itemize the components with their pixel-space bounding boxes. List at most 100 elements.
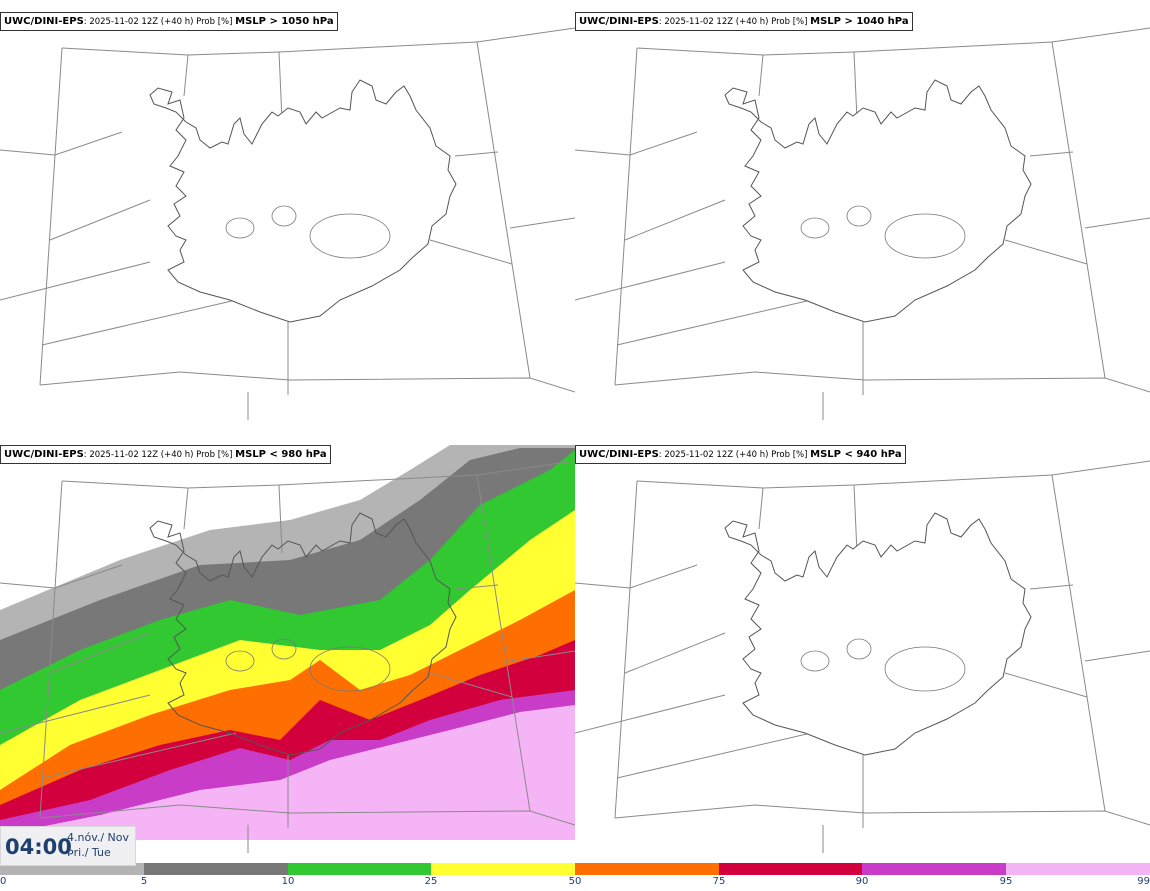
graticule-line-2 (183, 54, 189, 97)
graticule-line-11 (1084, 217, 1150, 229)
map-canvas (0, 445, 575, 853)
colorbar-segment-4 (431, 863, 575, 875)
glacier-outline-3 (884, 213, 966, 259)
graticule-line-8 (624, 199, 726, 241)
graticule-line-14 (614, 371, 1150, 393)
graticule-line-10 (1004, 672, 1088, 698)
glacier-outline-3 (309, 646, 391, 692)
graticule-line-12 (0, 261, 151, 301)
graticule-line-3 (278, 51, 283, 121)
graticule-line-13 (616, 732, 812, 779)
graticule-line-7 (0, 564, 123, 589)
map-panel-1: UWC/DINI-EPS: 2025-11-02 12Z (+40 h) Pro… (0, 0, 575, 420)
colorbar-tick-label: 99 (1137, 876, 1150, 887)
graticule-lines (575, 460, 1150, 853)
valid-weekday: Þri./ Tue (67, 846, 111, 859)
graticule-line-8 (49, 632, 151, 674)
graticule-line-11 (509, 217, 575, 229)
graticule-line-9 (454, 151, 499, 157)
colorbar-tick-label: 25 (424, 876, 438, 887)
colorbar-segment-3 (288, 863, 431, 875)
threshold-label: MSLP < 980 hPa (235, 449, 327, 460)
graticule-line-10 (1004, 239, 1088, 265)
graticule-lines (0, 27, 575, 420)
model-name: UWC/DINI-EPS (579, 16, 659, 27)
colorbar-tick-label: 50 (568, 876, 582, 887)
colorbar-tick-label: 5 (140, 876, 148, 887)
graticule-line-5 (39, 480, 63, 819)
valid-time-box: 04:00 4.nóv./ Nov Þri./ Tue (0, 826, 136, 866)
graticule-line-3 (278, 484, 283, 554)
threshold-label: MSLP > 1050 hPa (235, 16, 334, 27)
glacier-outline-1 (271, 205, 297, 227)
colorbar-tick-label: 90 (855, 876, 869, 887)
graticule-line-7 (575, 131, 698, 156)
graticule-line-1 (61, 41, 478, 56)
graticule-line-2 (758, 54, 764, 97)
colorbar-segment-5 (575, 863, 719, 875)
colorbar-tick-label: 10 (281, 876, 295, 887)
graticule-line-7 (575, 564, 698, 589)
graticule-line-6 (1051, 474, 1106, 812)
graticule-line-6 (476, 474, 531, 812)
glacier-outline-1 (846, 205, 872, 227)
graticule-line-4 (476, 460, 575, 476)
probability-colorbar (0, 863, 1150, 875)
glacier-outline-2 (800, 217, 830, 239)
run-info: : 2025-11-02 12Z (+40 h) Prob [%] (83, 17, 236, 27)
graticule-line-9 (454, 584, 499, 590)
graticule-line-3 (853, 484, 858, 554)
graticule-lines (575, 27, 1150, 420)
graticule-line-5 (39, 47, 63, 386)
graticule-line-12 (575, 261, 726, 301)
graticule-line-8 (49, 199, 151, 241)
graticule-line-14 (614, 804, 1150, 826)
map-panel-2: UWC/DINI-EPS: 2025-11-02 12Z (+40 h) Pro… (575, 0, 1150, 420)
panel-title: UWC/DINI-EPS: 2025-11-02 12Z (+40 h) Pro… (0, 12, 338, 31)
map-canvas (575, 27, 1150, 420)
graticule-line-1 (636, 41, 1053, 56)
graticule-line-1 (61, 474, 478, 489)
iceland-coastline (149, 79, 457, 323)
model-name: UWC/DINI-EPS (579, 449, 659, 460)
graticule-line-10 (429, 672, 513, 698)
colorbar-tick-label: 95 (999, 876, 1013, 887)
graticule-line-1 (636, 474, 1053, 489)
panel-title: UWC/DINI-EPS: 2025-11-02 12Z (+40 h) Pro… (575, 445, 906, 464)
valid-date: 4.nóv./ Nov (67, 831, 130, 844)
graticule-lines (0, 460, 575, 853)
graticule-line-10 (429, 239, 513, 265)
map-panel-4: UWC/DINI-EPS: 2025-11-02 12Z (+40 h) Pro… (575, 433, 1150, 853)
graticule-line-13 (41, 732, 237, 779)
glacier-outline-2 (225, 217, 255, 239)
iceland-coastline (724, 79, 1032, 323)
glacier-outline-3 (884, 646, 966, 692)
colorbar-tick-label: 0 (0, 876, 7, 887)
graticule-line-4 (476, 27, 575, 43)
panel-title: UWC/DINI-EPS: 2025-11-02 12Z (+40 h) Pro… (575, 12, 913, 31)
colorbar-segment-2 (144, 863, 288, 875)
iceland-coastline (724, 512, 1032, 756)
graticule-line-4 (1051, 27, 1150, 43)
panel-title: UWC/DINI-EPS: 2025-11-02 12Z (+40 h) Pro… (0, 445, 331, 464)
threshold-label: MSLP > 1040 hPa (810, 16, 909, 27)
iceland-coastline (149, 512, 457, 756)
probability-zone-8 (0, 705, 575, 840)
graticule-line-12 (575, 694, 726, 734)
graticule-line-13 (616, 299, 812, 346)
graticule-line-5 (614, 480, 638, 819)
threshold-label: MSLP < 940 hPa (810, 449, 902, 460)
graticule-line-12 (0, 694, 151, 734)
map-canvas (575, 460, 1150, 853)
model-name: UWC/DINI-EPS (4, 449, 84, 460)
glacier-outline-3 (309, 213, 391, 259)
graticule-line-6 (1051, 41, 1106, 379)
glacier-outline-2 (800, 650, 830, 672)
graticule-line-13 (41, 299, 237, 346)
run-info: : 2025-11-02 12Z (+40 h) Prob [%] (658, 17, 811, 27)
graticule-line-7 (0, 131, 123, 156)
graticule-line-11 (1084, 650, 1150, 662)
colorbar-segment-7 (862, 863, 1006, 875)
map-panel-3: UWC/DINI-EPS: 2025-11-02 12Z (+40 h) Pro… (0, 433, 575, 853)
glacier-outline-1 (846, 638, 872, 660)
